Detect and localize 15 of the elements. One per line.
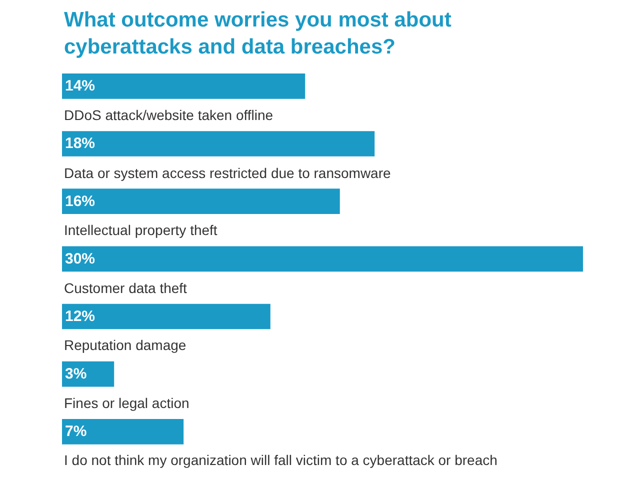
data-label: 7% (65, 423, 87, 440)
y-tick-label: Fines or legal action (64, 395, 190, 411)
y-tick-label: Customer data theft (64, 280, 188, 296)
y-tick-label: Intellectual property theft (64, 222, 218, 238)
data-label: 3% (65, 366, 87, 383)
data-label: 12% (65, 308, 96, 326)
y-tick-label: Reputation damage (64, 337, 186, 353)
chart-title: What outcome worries you most about cyberattacks and data breaches? (64, 8, 452, 59)
data-label: 30% (65, 250, 96, 268)
data-label: 14% (65, 78, 96, 95)
y-tick-label: Data or system access restricted due to ransomware (64, 165, 392, 181)
data-label: 18% (65, 135, 96, 152)
y-tick-label: I do not think my organization will fall victim to a cyberattack or breach (64, 452, 498, 468)
data-label: 16% (65, 192, 96, 210)
y-tick-label: DDoS attack/website taken offline (64, 107, 274, 123)
